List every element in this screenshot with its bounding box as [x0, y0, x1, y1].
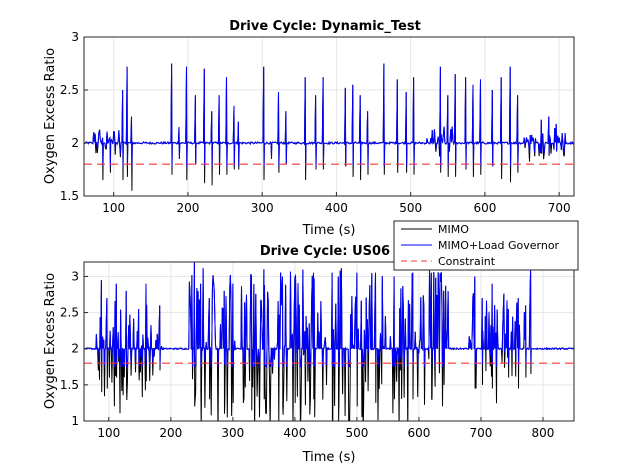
x-tick-label: 700: [548, 201, 571, 215]
legend-label-constraint: Constraint: [438, 255, 496, 268]
x-tick-label: 400: [325, 201, 348, 215]
legend-item-mimo-load-governor: MIMO+Load Governor: [401, 239, 560, 252]
x-tick-label: 100: [97, 426, 120, 440]
x-tick-label: 200: [176, 201, 199, 215]
y-tick-label: 1.5: [60, 189, 79, 203]
y-tick-label: 2: [71, 136, 79, 150]
axes-frame: [83, 36, 575, 197]
y-axis-label: Oxygen Excess Ratio: [43, 273, 58, 409]
series-line-mimo-load-governor: [84, 63, 574, 167]
x-tick-label: 500: [399, 201, 422, 215]
plot-title-us06: Drive Cycle: US06: [260, 244, 390, 259]
series-group: [84, 63, 574, 191]
y-tick-label: 2.5: [60, 83, 79, 97]
y-tick-label: 2.5: [60, 306, 79, 320]
y-tick-label: 3: [71, 30, 79, 44]
legend-label-mimo-load-governor: MIMO+Load Governor: [438, 239, 560, 252]
series-line-mimo-load-governor: [84, 262, 574, 369]
x-axis-label: Time (s): [302, 450, 356, 465]
y-tick-label: 1.5: [60, 378, 79, 392]
y-axis-label: Oxygen Excess Ratio: [43, 48, 58, 184]
y-tick-label: 1: [71, 414, 79, 428]
y-tick-label: 2: [71, 342, 79, 356]
tick-labels: 100 200 300 400 500 600 700 1.5 2 2.5 3: [60, 30, 571, 215]
x-tick-label: 400: [283, 426, 306, 440]
x-tick-label: 200: [159, 426, 182, 440]
axes-frame: [83, 261, 575, 422]
x-tick-label: 700: [470, 426, 493, 440]
x-tick-label: 300: [221, 426, 244, 440]
legend-item-constraint: Constraint: [401, 255, 496, 268]
x-axis-label: Time (s): [302, 223, 356, 238]
tick-labels: 100 200 300 400 500 600 700 800 1 1.5 2 2.5 3: [60, 269, 555, 440]
series-group: [84, 262, 574, 421]
x-tick-label: 100: [102, 201, 125, 215]
plot-dynamic-test: Drive Cycle: Dynamic_Test 100 200 300 400 50…: [43, 19, 575, 238]
plot-us06: Drive Cycle: US06 100 200 300 400 500 600 700 8…: [43, 244, 575, 465]
x-tick-label: 300: [251, 201, 274, 215]
x-tick-label: 800: [532, 426, 555, 440]
y-tick-label: 3: [71, 269, 79, 283]
legend-item-mimo: MIMO: [401, 223, 469, 236]
plot-title-dynamic-test: Drive Cycle: Dynamic_Test: [229, 19, 421, 34]
legend: MIMO MIMO+Load Governor Constraint: [393, 220, 579, 271]
legend-label-mimo: MIMO: [438, 223, 469, 236]
x-tick-label: 600: [473, 201, 496, 215]
x-tick-label: 500: [345, 426, 368, 440]
x-tick-label: 600: [407, 426, 430, 440]
